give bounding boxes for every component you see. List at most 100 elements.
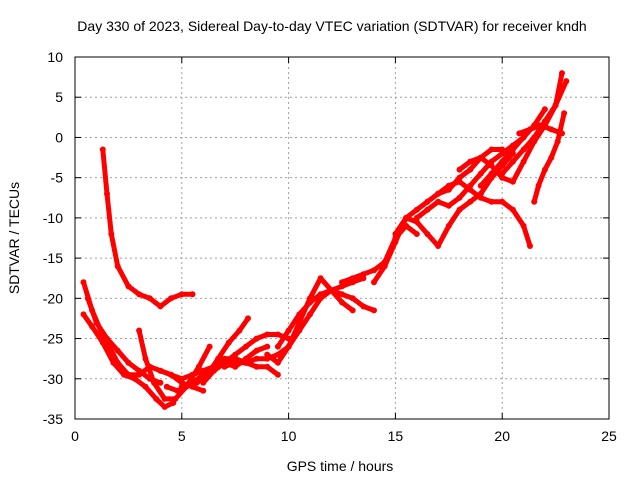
data-point [172, 395, 179, 402]
data-point [552, 102, 559, 109]
data-point [371, 307, 377, 314]
data-point [499, 158, 506, 165]
data-point [467, 158, 474, 165]
data-point [274, 331, 281, 338]
data-point [99, 339, 106, 346]
data-point [371, 267, 377, 274]
data-point [200, 371, 207, 378]
data-point [456, 194, 463, 201]
data-point [114, 347, 121, 354]
data-point [307, 299, 313, 306]
data-point [424, 231, 431, 237]
y-tick-label: -20 [43, 290, 63, 306]
data-point [413, 214, 420, 221]
data-point [520, 134, 527, 141]
x-tick-label: 5 [178, 428, 186, 444]
x-axis-label: GPS time / hours [287, 458, 394, 474]
data-point [456, 166, 463, 173]
data-point [285, 327, 292, 334]
y-tick-label: -10 [43, 210, 63, 226]
data-point [381, 263, 388, 270]
data-point [563, 78, 570, 85]
data-point [264, 343, 271, 350]
data-point [163, 383, 170, 390]
data-point [142, 355, 149, 362]
x-tick-label: 25 [601, 428, 617, 444]
x-axis: 0 5 10 15 20 25 [71, 57, 617, 444]
data-point [189, 371, 196, 378]
data-point [131, 375, 138, 382]
data-point [210, 367, 217, 374]
data-point [142, 383, 149, 390]
data-point [488, 198, 495, 205]
data-point [445, 202, 452, 209]
y-tick-label: 10 [47, 49, 63, 65]
data-point [168, 371, 175, 378]
y-tick-label: -30 [43, 371, 63, 387]
data-point [445, 182, 452, 189]
data-point [125, 283, 132, 290]
data-point [236, 327, 243, 334]
data-point [339, 283, 345, 290]
data-point [509, 178, 516, 185]
data-point [307, 311, 313, 318]
data-point [541, 166, 548, 173]
data-point [221, 363, 228, 370]
data-point [360, 303, 367, 310]
x-tick-label: 15 [388, 428, 404, 444]
data-point [499, 174, 506, 181]
x-tick-label: 10 [281, 428, 297, 444]
series-line-arc-3 [81, 311, 176, 410]
data-point [136, 327, 143, 334]
data-point [413, 231, 420, 237]
data-point [371, 279, 377, 286]
data-point [559, 130, 565, 137]
data-point [317, 275, 324, 282]
data-point [189, 291, 196, 298]
data-point [467, 198, 474, 205]
data-point [225, 339, 232, 346]
y-axis-label: SDTVAR / TECUs [6, 182, 22, 294]
data-point [151, 379, 157, 386]
data-point [499, 150, 506, 157]
series-line-arc-13 [275, 287, 377, 350]
data-point [80, 311, 87, 318]
data-point [456, 178, 463, 185]
series-points-arc-23 [516, 122, 565, 137]
series-points-arc-1 [99, 146, 196, 310]
x-tick-label: 0 [71, 428, 79, 444]
data-point [509, 206, 516, 213]
data-point [535, 182, 542, 189]
chart-title: Day 330 of 2023, Sidereal Day-to-day VTE… [77, 18, 586, 34]
data-point [200, 387, 207, 394]
data-point [424, 198, 431, 205]
series-line-arc-5 [136, 328, 213, 402]
data-point [285, 343, 292, 350]
data-point [403, 214, 410, 221]
series-points-arc-13 [274, 287, 377, 350]
data-point [157, 379, 164, 386]
data-point [99, 146, 106, 153]
data-point [328, 287, 335, 294]
data-point [509, 146, 516, 153]
data-point [84, 295, 91, 302]
data-point [93, 319, 100, 326]
y-tick-label: -25 [43, 331, 63, 347]
data-point [317, 291, 324, 298]
data-point [488, 146, 495, 153]
data-point [509, 158, 516, 165]
data-point [435, 243, 442, 249]
series-line-arc-1 [100, 147, 195, 309]
data-point [178, 291, 185, 298]
data-point [114, 263, 121, 270]
y-axis: -35 -30 -25 -20 -15 -10 -5 0 5 10 [43, 49, 609, 427]
series-points-arc-21 [499, 70, 565, 177]
data-point [274, 371, 281, 378]
data-point [559, 70, 565, 77]
data-point [178, 383, 185, 390]
data-point [349, 275, 356, 282]
data-point [215, 355, 222, 362]
data-point [89, 323, 96, 330]
data-point [110, 359, 117, 366]
data-point [541, 118, 548, 125]
